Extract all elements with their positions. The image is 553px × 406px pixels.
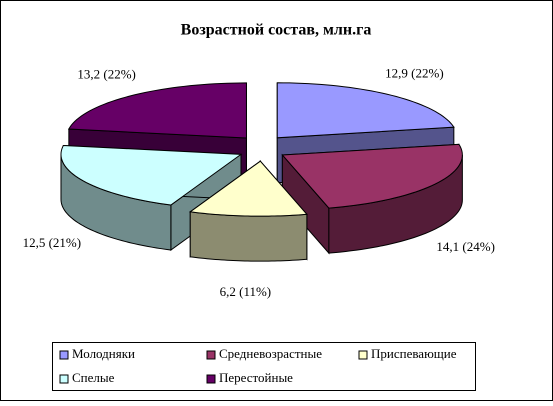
chart-title: Возрастной состав, млн.га: [181, 22, 372, 39]
slice: [281, 143, 463, 209]
data-label: 6,2 (11%): [220, 284, 272, 299]
slice-wall: [189, 211, 308, 262]
data-label: 14,1 (24%): [436, 239, 495, 254]
legend-label: Перестойные: [219, 370, 293, 385]
slice: [60, 144, 243, 206]
legend-swatch: [59, 374, 69, 384]
slice: [67, 82, 247, 139]
legend-label: Молодняки: [72, 346, 135, 361]
legend-swatch: [59, 350, 69, 360]
data-label: 12,9 (22%): [385, 66, 444, 81]
slice: [276, 82, 455, 139]
legend-label: Приспевающие: [371, 346, 457, 361]
legend-box: [52, 342, 476, 391]
legend-swatch: [206, 374, 216, 384]
legend-label: Спелые: [72, 370, 115, 385]
data-label: 13,2 (22%): [77, 67, 136, 82]
legend-swatch: [206, 350, 216, 360]
slice: [188, 160, 308, 217]
data-label: 12,5 (21%): [23, 235, 82, 250]
legend-label: Средневозрастные: [219, 346, 322, 361]
legend-swatch: [358, 350, 368, 360]
